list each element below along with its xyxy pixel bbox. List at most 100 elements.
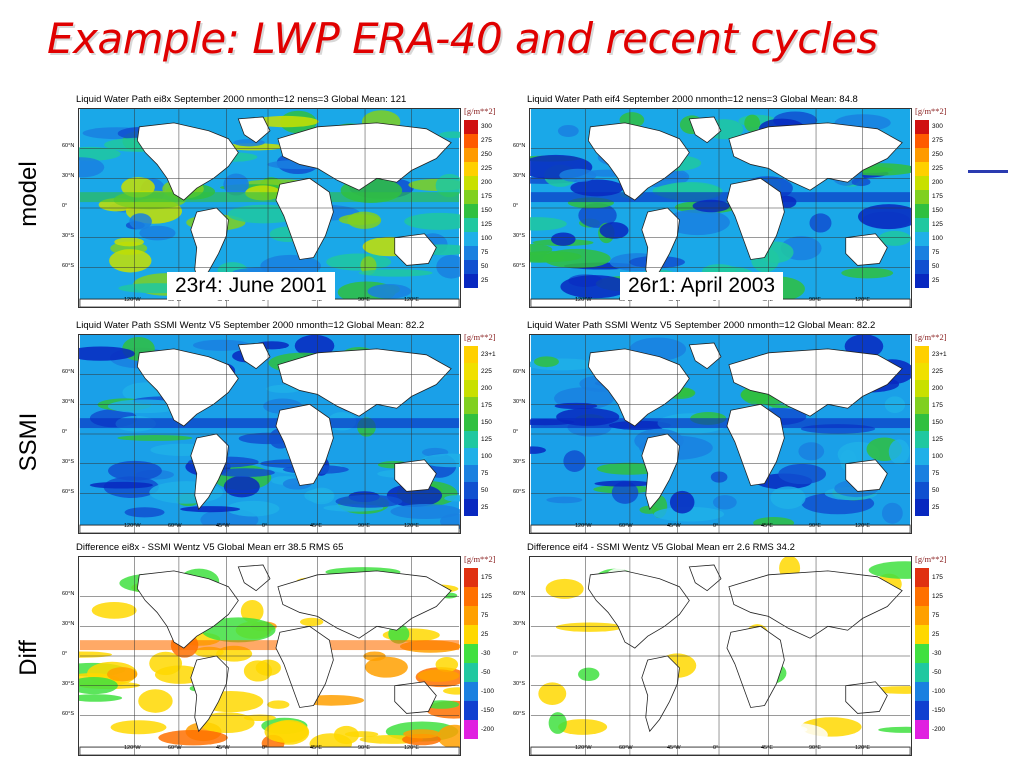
lat-tick-label: 60°N xyxy=(62,369,75,375)
legend-label: 175 xyxy=(481,573,492,581)
legend-swatch xyxy=(464,644,478,663)
contour-patch xyxy=(881,502,903,524)
continent-outline xyxy=(530,746,911,755)
legend-label: 50 xyxy=(481,486,489,494)
legend-label: 125 xyxy=(481,592,492,600)
continent-outline xyxy=(587,570,690,649)
map-image xyxy=(78,108,461,308)
legend-label: 175 xyxy=(932,401,943,409)
panel-title: Liquid Water Path ei8x September 2000 nm… xyxy=(76,94,407,105)
lat-tick-label: 30°N xyxy=(62,399,75,405)
legend-label: 200 xyxy=(481,179,492,186)
legend-swatch xyxy=(915,465,929,482)
contour-patch xyxy=(437,724,460,749)
legend-swatch xyxy=(915,363,929,380)
legend-swatch xyxy=(464,720,478,739)
continent-outline xyxy=(728,348,903,417)
legend-label: 125 xyxy=(932,435,943,443)
continent-outline xyxy=(726,625,785,708)
contour-patch xyxy=(548,712,567,734)
continent-outline xyxy=(277,122,452,191)
contour-patch xyxy=(884,396,906,414)
legend-swatch xyxy=(464,663,478,682)
lon-tick-label: 120°E xyxy=(855,297,871,303)
legend-units: [g/m**2] xyxy=(464,332,496,342)
lon-tick-label: 120°W xyxy=(124,297,141,303)
contour-patch xyxy=(294,335,335,357)
continent-outline xyxy=(237,342,271,370)
contour-patch xyxy=(233,138,265,147)
legend-swatch xyxy=(915,148,929,162)
legend-label: -150 xyxy=(932,706,946,714)
contour-patch xyxy=(439,131,460,139)
legend-label: 150 xyxy=(481,418,492,426)
lon-tick-label: 45°E xyxy=(310,523,322,529)
panel-title: Liquid Water Path eif4 September 2000 nm… xyxy=(527,94,858,105)
contour-patch xyxy=(545,578,584,599)
contour-patch xyxy=(530,217,567,231)
lon-tick-label: 45°E xyxy=(761,745,773,751)
map-panel-ssmi-right: Liquid Water Path SSMI Wentz V5 Septembe… xyxy=(513,320,967,534)
lon-tick-label: 120°W xyxy=(575,297,592,303)
legend-swatch xyxy=(915,482,929,499)
lon-tick-label: 120°E xyxy=(855,745,871,751)
legend-label: 225 xyxy=(481,165,492,172)
contour-patch xyxy=(530,446,546,454)
contour-patch xyxy=(108,460,162,481)
continent-outline xyxy=(190,207,229,285)
map-panel-ssmi-left: Liquid Water Path SSMI Wentz V5 Septembe… xyxy=(62,320,516,534)
contour-patch xyxy=(335,494,403,508)
slide-title: Example: LWP ERA-40 and recent cycles xyxy=(47,14,878,63)
legend-swatch xyxy=(464,682,478,701)
legend-swatch xyxy=(915,380,929,397)
continent-outline xyxy=(845,459,888,492)
legend-swatch xyxy=(464,587,478,606)
legend-label: 100 xyxy=(932,452,943,460)
legend-label: 25 xyxy=(932,277,940,284)
contour-patch xyxy=(669,490,695,514)
lat-tick-label: 0° xyxy=(62,651,68,657)
lon-tick-label: 45°W xyxy=(216,297,230,303)
contour-patch xyxy=(129,213,152,230)
legend-swatch xyxy=(464,176,478,190)
contour-patch xyxy=(587,697,625,722)
contour-patch xyxy=(240,599,264,623)
lat-tick-label: 30°S xyxy=(62,459,74,465)
contour-patch xyxy=(878,230,911,246)
itcz-band xyxy=(79,192,460,203)
contour-patch xyxy=(299,617,324,627)
contour-patch xyxy=(692,199,730,213)
lon-tick-label: 45°E xyxy=(310,745,322,751)
legend-swatch xyxy=(915,204,929,218)
legend-swatch xyxy=(915,644,929,663)
continent-outline xyxy=(275,177,334,260)
legend-label: 125 xyxy=(481,435,492,443)
legend-swatch xyxy=(915,431,929,448)
contour-patch xyxy=(215,468,275,477)
contour-patch xyxy=(158,729,228,746)
contour-patch xyxy=(744,114,761,132)
continent-outline xyxy=(641,655,680,733)
continent-outline xyxy=(728,122,903,191)
continent-outline xyxy=(688,564,722,592)
contour-patch xyxy=(551,232,576,246)
legend-swatch xyxy=(464,218,478,232)
legend-label: 200 xyxy=(932,179,943,186)
legend-label: 25 xyxy=(932,630,940,638)
legend-label: -200 xyxy=(481,725,495,733)
lat-tick-label: 30°N xyxy=(513,173,526,179)
legend-swatch xyxy=(915,720,929,739)
legend-swatch xyxy=(464,701,478,720)
legend-label: 25 xyxy=(481,503,489,511)
map-image xyxy=(78,556,461,756)
contour-patch xyxy=(851,177,871,187)
panel-title: Difference ei8x - SSMI Wentz V5 Global M… xyxy=(76,542,344,553)
legend-label: 200 xyxy=(481,384,492,392)
contour-patch xyxy=(201,617,276,643)
panel-title: Liquid Water Path SSMI Wentz V5 Septembe… xyxy=(76,320,425,331)
legend-swatch xyxy=(915,625,929,644)
legend-swatch xyxy=(915,346,929,363)
lat-tick-label: 60°S xyxy=(62,711,74,717)
contour-patch xyxy=(226,500,280,517)
itcz-band xyxy=(79,418,460,429)
